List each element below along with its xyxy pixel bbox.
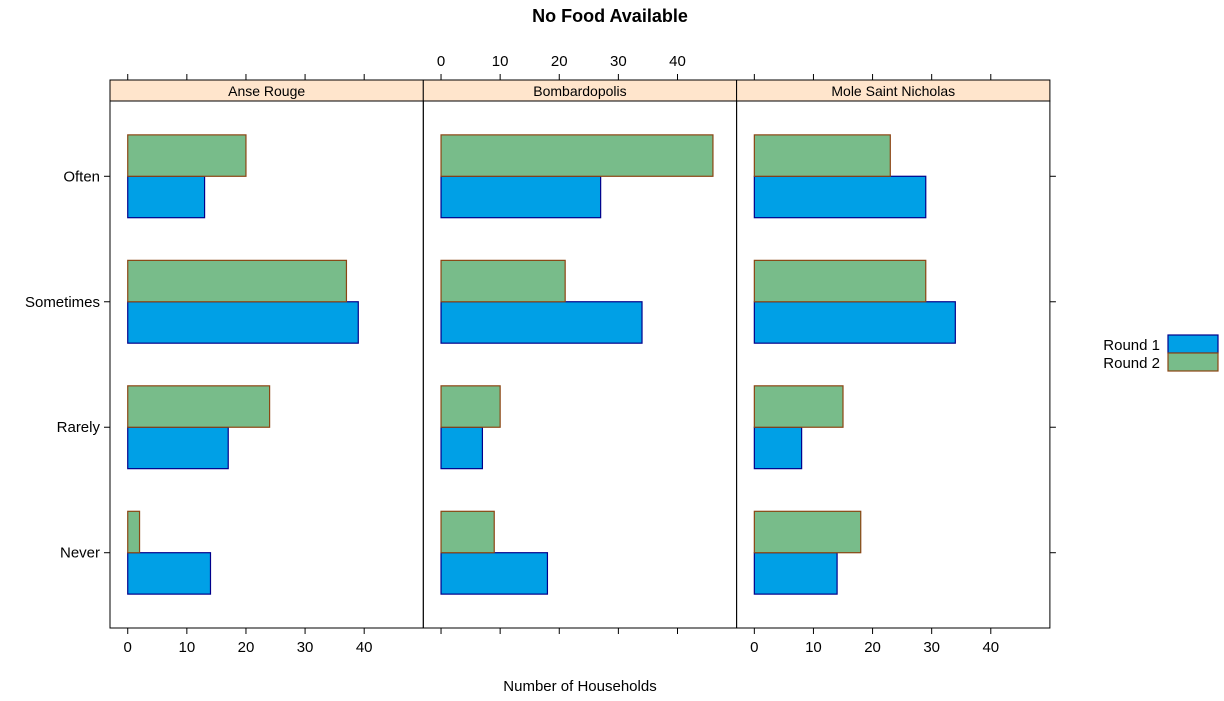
x-tick-label-top: 20 <box>551 53 568 70</box>
bar-round-2-rarely <box>440 385 501 428</box>
y-tick-label: Never <box>60 545 100 562</box>
x-axis-label: Number of Households <box>503 678 656 695</box>
y-tick-label: Sometimes <box>25 294 100 311</box>
panel-mole-saint-nicholas: Mole Saint Nicholas 0 10 20 30 40 <box>736 74 1051 656</box>
bar-round-1-rarely <box>127 426 229 470</box>
bar-round-2-sometimes <box>127 259 348 303</box>
y-tick-label: Rarely <box>57 419 101 436</box>
bar-round-2-often <box>127 134 247 177</box>
x-tick-label: 10 <box>179 639 196 656</box>
bar-round-1-never <box>753 552 838 595</box>
panel-strip-label: Bombardopolis <box>533 83 626 99</box>
x-tick-label: 30 <box>297 639 314 656</box>
panel-strip-label: Anse Rouge <box>228 83 305 99</box>
x-tick-label: 40 <box>356 639 373 656</box>
x-tick-label-top: 10 <box>492 53 509 70</box>
bar-round-2-rarely <box>127 385 271 428</box>
panels: Anse Rouge 0 10 20 30 40 Bombardopolis 0 10 20 30 4… <box>25 53 1056 656</box>
bar-round-1-never <box>127 552 212 595</box>
x-tick-label-top: 40 <box>669 53 686 70</box>
x-tick-label: 20 <box>864 639 881 656</box>
bar-round-1-often <box>753 175 927 219</box>
x-tick-label: 0 <box>750 639 758 656</box>
x-tick-label: 20 <box>238 639 255 656</box>
bar-round-2-often <box>753 134 891 177</box>
panel-bombardopolis: Bombardopolis 0 10 20 30 40 <box>422 53 738 634</box>
bar-round-1-often <box>127 175 206 219</box>
bar-round-1-never <box>440 552 549 595</box>
legend-label: Round 2 <box>1103 355 1160 372</box>
bar-round-2-never <box>127 510 141 554</box>
legend-label: Round 1 <box>1103 337 1160 354</box>
y-tick-label: Often <box>63 168 100 185</box>
bar-round-2-sometimes <box>753 259 927 303</box>
bar-round-1-sometimes <box>753 301 956 344</box>
bar-round-1-rarely <box>753 426 803 470</box>
bar-round-1-rarely <box>440 426 484 470</box>
bar-round-2-often <box>440 134 714 177</box>
x-tick-label: 30 <box>923 639 940 656</box>
bar-round-1-often <box>440 175 602 219</box>
bar-round-1-sometimes <box>127 301 359 344</box>
bar-round-2-sometimes <box>440 259 566 303</box>
bar-round-2-never <box>440 510 495 554</box>
bar-round-2-never <box>753 510 862 554</box>
x-tick-label-top: 0 <box>437 53 445 70</box>
chart-title: No Food Available <box>532 6 688 26</box>
x-tick-label: 10 <box>805 639 822 656</box>
bar-round-2-rarely <box>753 385 844 428</box>
panel-anse-rouge: Anse Rouge 0 10 20 30 40 <box>109 74 424 656</box>
legend-swatch-round-2 <box>1167 352 1219 372</box>
panel-frame <box>736 100 1051 629</box>
x-tick-label: 40 <box>982 639 999 656</box>
x-tick-label: 0 <box>124 639 132 656</box>
x-tick-label-top: 30 <box>610 53 627 70</box>
legend-swatch-round-1 <box>1167 334 1219 354</box>
panel-strip-label: Mole Saint Nicholas <box>831 83 955 99</box>
bar-round-1-sometimes <box>440 301 643 344</box>
